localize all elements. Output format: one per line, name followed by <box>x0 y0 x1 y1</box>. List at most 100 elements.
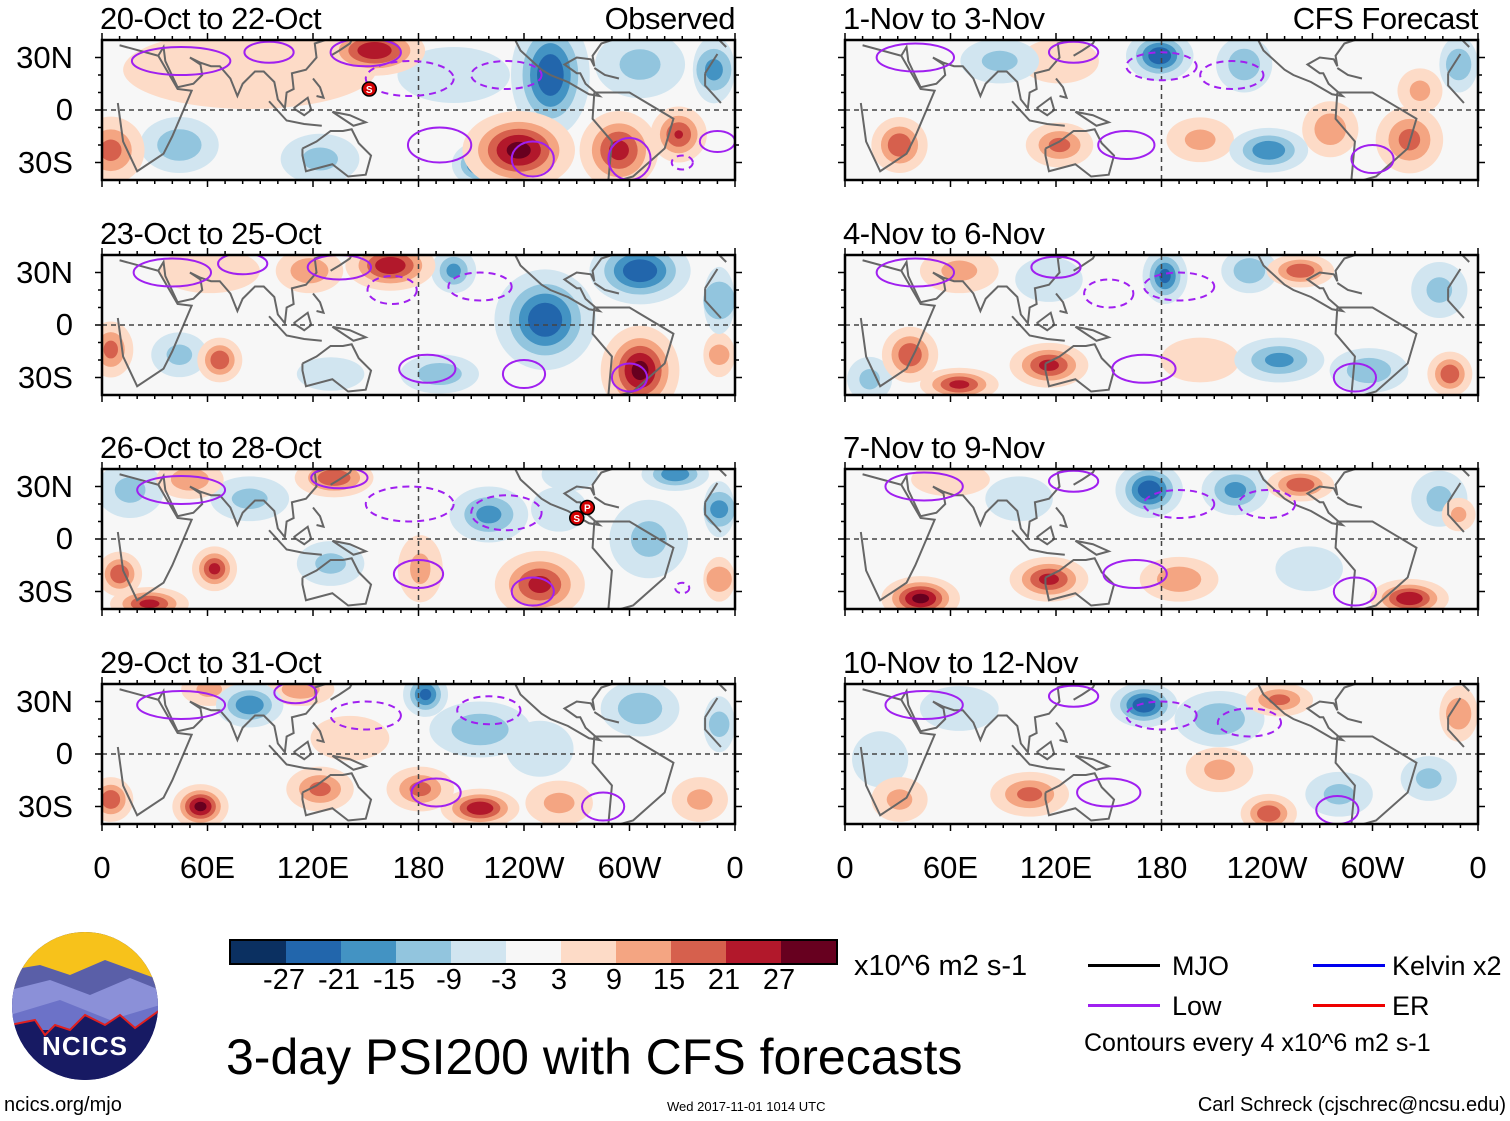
anomaly-contour-fill <box>919 686 999 731</box>
anomaly-feature <box>462 111 575 180</box>
anomaly-contour-fill <box>1445 697 1472 730</box>
map-plot <box>838 33 1485 187</box>
anomaly-feature <box>692 40 735 104</box>
latitude-label: 0 <box>55 307 73 342</box>
anomaly-contour-fill <box>466 801 494 815</box>
anomaly-feature <box>102 777 134 822</box>
colorbar-swatch <box>506 941 561 963</box>
anomaly-contour-fill <box>139 599 160 609</box>
anomaly-feature <box>1439 685 1478 742</box>
anomaly-contour-fill <box>852 731 909 788</box>
anomaly-contour-fill <box>417 362 462 386</box>
anomaly-contour-fill <box>708 344 730 365</box>
anomaly-feature <box>1009 342 1089 388</box>
anomaly-feature <box>1160 337 1240 383</box>
low-contour-negative <box>456 695 522 726</box>
anomaly-feature <box>102 321 134 378</box>
anomaly-contour-fill <box>1264 352 1294 368</box>
anomaly-contour-fill <box>446 263 461 278</box>
anomaly-feature <box>102 469 164 518</box>
coastline <box>301 128 373 178</box>
low-contour-positive <box>1097 130 1156 160</box>
coastline <box>1073 469 1096 486</box>
anomaly-feature <box>286 766 354 812</box>
colorbar-units: x10^6 m2 s-1 <box>854 950 1028 982</box>
panel-title: 23-Oct to 25-Oct <box>100 216 322 251</box>
low-contour-positive <box>136 690 227 720</box>
anomaly-feature <box>1427 351 1473 395</box>
coastline <box>704 268 719 289</box>
anomaly-contour-fill <box>1233 258 1266 284</box>
longitude-label: 60W <box>1340 850 1405 885</box>
map-plot <box>95 677 742 831</box>
anomaly-feature <box>1400 756 1457 801</box>
coastline <box>116 473 194 602</box>
anomaly-feature <box>600 684 680 737</box>
coastline <box>1257 40 1373 98</box>
anomaly-feature <box>1441 497 1476 532</box>
latitude-label: 0 <box>55 736 73 771</box>
colorbar-tick-label: 21 <box>707 964 741 996</box>
anomaly-contour-fill <box>1224 481 1247 499</box>
low-contour-positive <box>884 690 964 720</box>
low-contour-negative <box>1216 707 1283 738</box>
coastline <box>1447 502 1465 533</box>
anomaly-contour-fill <box>706 566 732 592</box>
anomaly-contour-fill <box>1268 694 1291 706</box>
anomaly-feature <box>1142 255 1188 304</box>
low-contour-positive <box>510 576 555 607</box>
coastline <box>1336 711 1363 724</box>
latitude-label: 30N <box>16 468 73 504</box>
low-contour-negative <box>329 700 402 731</box>
anomaly-contour-fill <box>357 41 392 60</box>
anomaly-feature <box>296 357 365 391</box>
coastline <box>312 77 326 100</box>
legend-line-er <box>1313 1004 1385 1007</box>
anomaly-feature <box>960 40 1040 84</box>
latitude-label: 30S <box>17 573 73 609</box>
latitude-label: 30N <box>16 683 73 719</box>
latitude-label: 30S <box>17 144 73 180</box>
coastline <box>1447 717 1465 748</box>
coastline <box>1460 469 1475 477</box>
map-plot <box>838 462 1485 616</box>
coastline <box>593 711 620 724</box>
coastline <box>331 539 369 556</box>
low-contour-positive <box>607 137 652 180</box>
anomaly-contour-fill <box>912 593 930 604</box>
low-contour-positive <box>406 126 473 164</box>
anomaly-feature <box>1370 578 1449 609</box>
coastline <box>1447 697 1462 718</box>
low-contour-positive <box>398 353 457 384</box>
map-panel: S <box>95 33 742 187</box>
low-contour-positive <box>310 469 369 490</box>
coastline <box>1257 469 1373 527</box>
low-contour-positive <box>1315 795 1360 824</box>
anomaly-feature <box>345 255 436 291</box>
coastline <box>268 100 322 127</box>
coastline <box>1073 40 1096 57</box>
anomaly-feature <box>703 696 735 753</box>
anomaly-feature <box>703 481 735 538</box>
anomaly-feature <box>1439 40 1478 93</box>
anomaly-contour-fill <box>375 256 406 275</box>
tropical-storm-icon: S <box>361 81 378 97</box>
coastline <box>1447 73 1465 104</box>
coastline <box>1334 91 1418 180</box>
anomaly-contour-fill <box>1323 784 1355 805</box>
latitude-label: 30S <box>17 359 73 395</box>
coastline <box>301 343 373 393</box>
panel-source-label: Observed <box>604 1 736 36</box>
coastline <box>717 40 732 48</box>
low-contour-positive <box>501 359 547 389</box>
low-contour-positive <box>1030 255 1082 279</box>
anomaly-feature <box>541 469 598 492</box>
latitude-label: 0 <box>55 521 73 556</box>
coastline <box>330 469 353 486</box>
legend-label-mjo: MJO <box>1172 951 1229 981</box>
map-plot: S <box>95 33 742 187</box>
map-plot <box>838 677 1485 831</box>
anomaly-feature <box>1266 469 1335 502</box>
legend-label-kelvin: Kelvin x2 <box>1392 951 1502 981</box>
coastline <box>1073 684 1096 701</box>
